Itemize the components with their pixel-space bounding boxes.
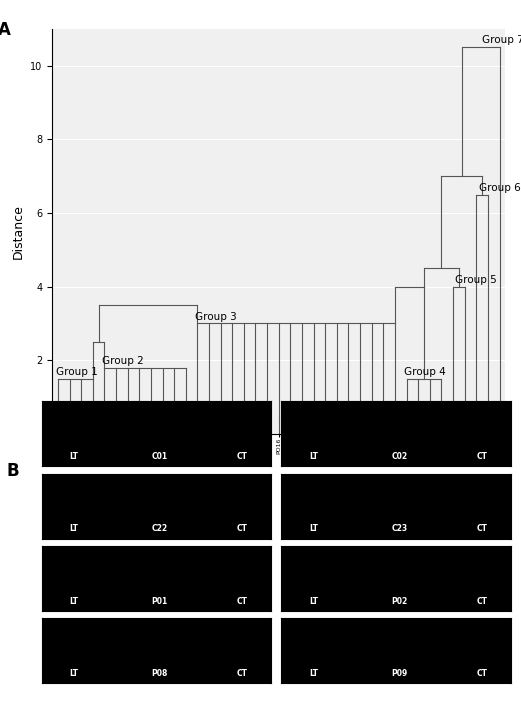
Text: CT: CT	[476, 524, 487, 534]
Text: CT: CT	[237, 524, 247, 534]
Text: LT: LT	[309, 452, 318, 461]
Text: Group 1: Group 1	[56, 367, 97, 377]
Text: Group 7: Group 7	[482, 35, 521, 46]
Text: C01: C01	[152, 452, 168, 461]
Text: C22: C22	[152, 524, 168, 534]
Text: CT: CT	[476, 596, 487, 606]
Text: LT: LT	[69, 452, 78, 461]
Text: CT: CT	[476, 669, 487, 678]
Text: CT: CT	[237, 596, 247, 606]
Text: C23: C23	[391, 524, 407, 534]
Text: Group 5: Group 5	[455, 275, 497, 285]
Text: Group 3: Group 3	[195, 312, 237, 322]
Text: B: B	[7, 462, 19, 480]
Text: CT: CT	[476, 452, 487, 461]
Text: Group 6: Group 6	[479, 183, 520, 193]
Text: Group 2: Group 2	[102, 356, 144, 366]
Text: LT: LT	[309, 596, 318, 606]
Text: P01: P01	[152, 596, 168, 606]
Y-axis label: Distance: Distance	[11, 204, 24, 259]
Text: P09: P09	[391, 669, 407, 678]
Text: LT: LT	[69, 669, 78, 678]
Text: LT: LT	[309, 524, 318, 534]
Text: C02: C02	[391, 452, 407, 461]
Text: P02: P02	[391, 596, 407, 606]
Text: LT: LT	[309, 669, 318, 678]
Text: LT: LT	[69, 524, 78, 534]
Text: LT: LT	[69, 596, 78, 606]
Text: CT: CT	[237, 452, 247, 461]
Text: Group 4: Group 4	[404, 367, 446, 377]
Text: A: A	[0, 21, 10, 39]
Text: P08: P08	[152, 669, 168, 678]
Text: CT: CT	[237, 669, 247, 678]
